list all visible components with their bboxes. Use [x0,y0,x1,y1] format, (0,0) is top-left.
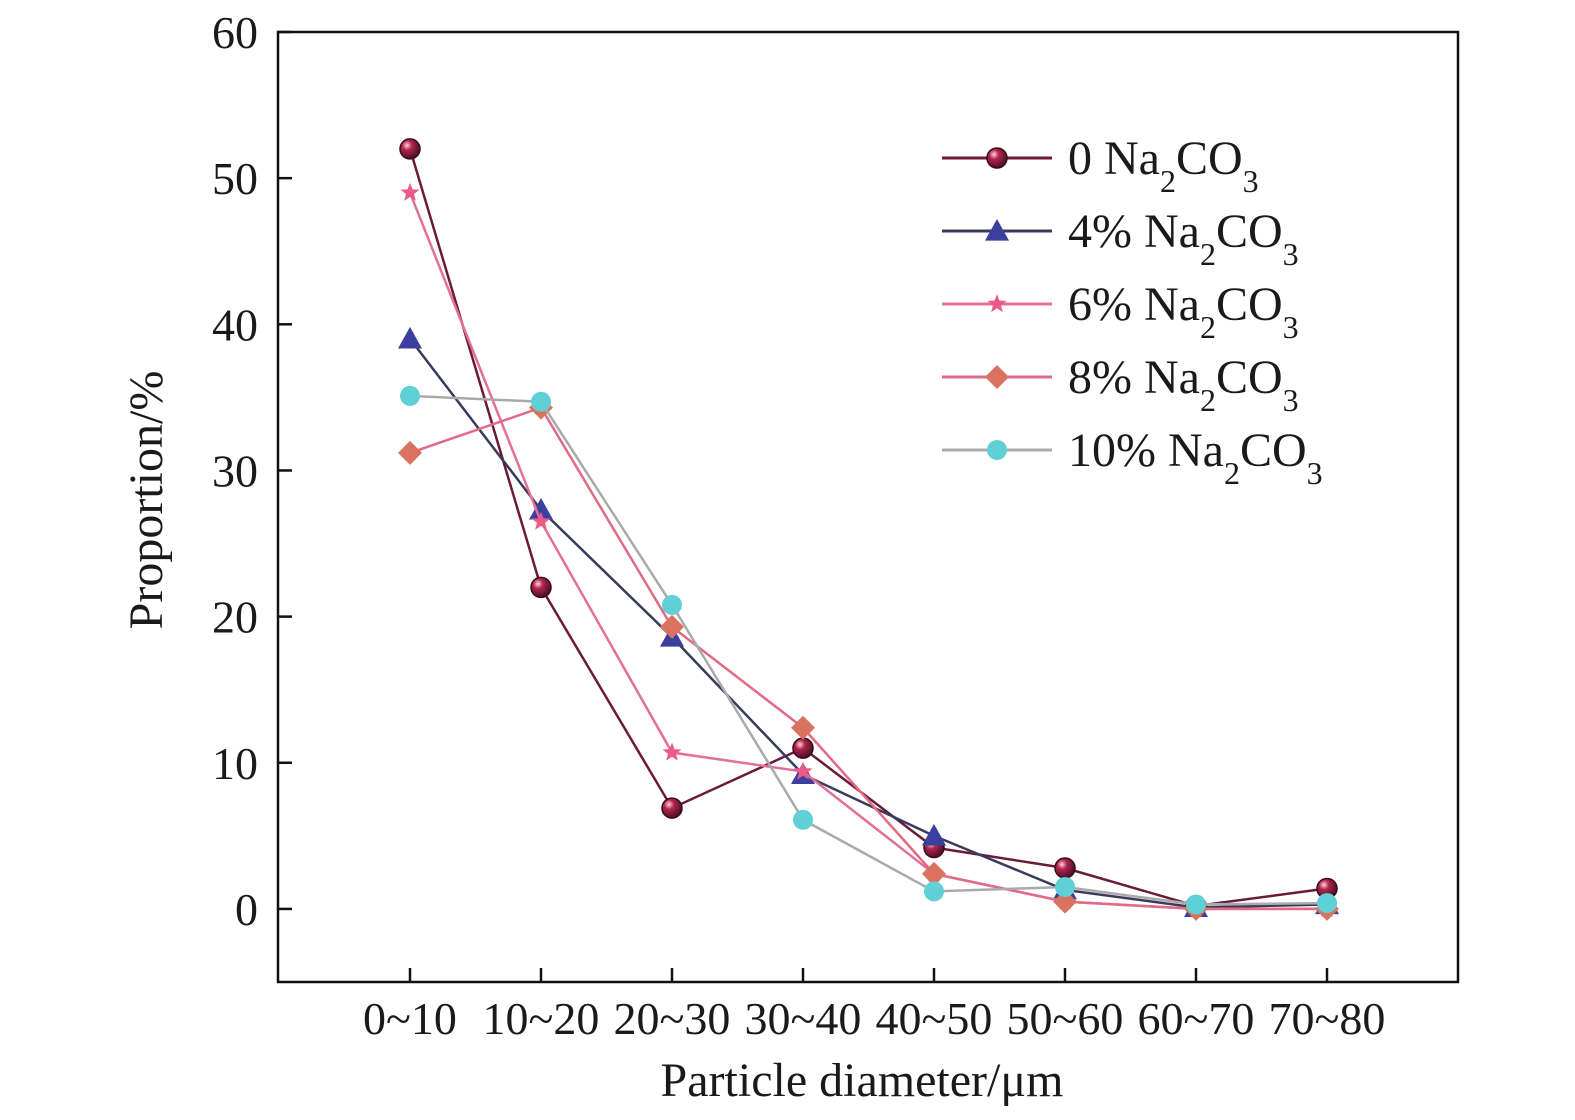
data-point [922,823,946,846]
series-line [409,338,1328,909]
data-point [1054,857,1076,879]
data-point [399,138,421,160]
series-layer [398,138,1339,921]
y-tick-label: 60 [212,7,258,58]
data-point [530,576,552,599]
data-point [1053,889,1077,914]
data-point [531,391,551,412]
data-point [398,326,422,349]
data-point [791,715,815,740]
data-point [400,385,420,406]
legend-item: 10% Na2CO3 [942,424,1323,491]
x-tick-label: 50~60 [1007,993,1124,1044]
x-tick-label: 40~50 [876,993,993,1044]
legend-marker [985,219,1009,241]
legend-item: 4% Na2CO3 [942,205,1299,272]
data-point [662,742,682,761]
data-point [531,511,551,530]
x-axis-title: Particle diameter/μm [661,1054,1064,1107]
x-tick-label: 0~10 [363,993,457,1044]
y-axis: 0 10 20 30 40 50 60 [212,7,292,935]
x-tick-label: 30~40 [745,993,862,1044]
x-tick-label: 60~70 [1138,993,1255,1044]
series-line [409,394,1328,906]
x-tick-label: 70~80 [1269,993,1386,1044]
y-tick-label: 0 [235,884,258,935]
legend-marker [987,440,1007,460]
x-tick-label: 20~30 [614,993,731,1044]
y-tick-label: 50 [212,153,258,204]
data-point [1186,894,1206,915]
legend-label: 0 Na2CO3 [1068,132,1259,199]
data-point [400,182,420,201]
legend-label: 10% Na2CO3 [1068,424,1323,491]
x-axis: 0~10 10~20 20~30 30~40 40~50 50~60 60~70 70~80 [363,968,1385,1044]
data-point [1055,877,1075,897]
legend-marker [987,294,1007,313]
legend-item: 8% Na2CO3 [942,351,1299,418]
data-point [661,797,683,819]
y-tick-label: 30 [212,445,258,496]
series-4 [400,385,1337,915]
data-point [1317,893,1337,914]
series-line [409,406,1327,911]
legend-item: 6% Na2CO3 [942,278,1299,345]
data-point [924,881,944,902]
y-tick-label: 40 [212,299,258,350]
legend-label: 4% Na2CO3 [1068,205,1299,272]
y-axis-title: Proportion/% [120,371,173,630]
legend-marker [985,365,1009,389]
y-tick-label: 10 [212,738,258,789]
data-point [660,614,684,639]
legend-marker [986,147,1008,169]
legend-label: 6% Na2CO3 [1068,278,1299,345]
legend-item: 0 Na2CO3 [942,132,1259,199]
x-tick-label: 10~20 [483,993,600,1044]
data-point [398,440,422,465]
data-point [529,497,553,520]
data-point [793,809,813,830]
plot-frame [276,30,1460,984]
data-point [793,761,813,780]
legend-label: 8% Na2CO3 [1068,351,1299,418]
y-tick-label: 20 [212,592,258,643]
series-line [408,148,1328,908]
data-point [792,737,814,759]
data-point [662,594,682,615]
data-point [922,861,946,886]
